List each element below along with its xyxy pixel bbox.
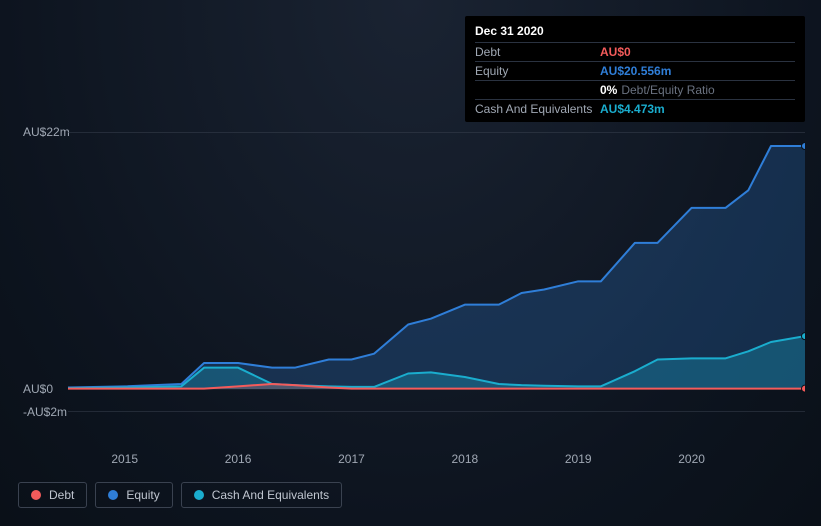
x-axis-label: 2016 <box>225 452 252 466</box>
tooltip-value: AU$0 <box>600 45 631 59</box>
y-axis-label: AU$22m <box>23 125 70 139</box>
tooltip-value: 0%Debt/Equity Ratio <box>600 83 715 97</box>
chart-legend: Debt Equity Cash And Equivalents <box>18 482 342 508</box>
legend-label: Cash And Equivalents <box>212 488 329 502</box>
x-axis-label: 2018 <box>451 452 478 466</box>
tooltip-label: Debt <box>475 45 600 59</box>
tooltip-row: 0%Debt/Equity Ratio <box>475 81 795 100</box>
tooltip-row: EquityAU$20.556m <box>475 62 795 81</box>
legend-swatch <box>194 490 204 500</box>
x-axis-labels: 2015 2016 2017 2018 2019 2020 <box>68 452 805 468</box>
tooltip-value: AU$20.556m <box>600 64 671 78</box>
tooltip-rows: DebtAU$0EquityAU$20.556m0%Debt/Equity Ra… <box>475 43 795 118</box>
legend-label: Equity <box>126 488 159 502</box>
tooltip-date: Dec 31 2020 <box>475 20 795 43</box>
chart-tooltip: Dec 31 2020 DebtAU$0EquityAU$20.556m0%De… <box>465 16 805 122</box>
legend-label: Debt <box>49 488 74 502</box>
x-axis-label: 2020 <box>678 452 705 466</box>
y-axis-label: AU$0 <box>23 382 53 396</box>
tooltip-row: DebtAU$0 <box>475 43 795 62</box>
tooltip-row: Cash And EquivalentsAU$4.473m <box>475 100 795 118</box>
legend-item[interactable]: Debt <box>18 482 87 508</box>
x-axis-label: 2019 <box>565 452 592 466</box>
legend-swatch <box>108 490 118 500</box>
tooltip-value: AU$4.473m <box>600 102 665 116</box>
y-axis-label: -AU$2m <box>23 405 67 419</box>
x-axis-label: 2017 <box>338 452 365 466</box>
debt-equity-chart: AU$22mAU$0-AU$2m 20152016201720182019202… <box>18 122 805 442</box>
tooltip-label: Equity <box>475 64 600 78</box>
chart-plot[interactable] <box>68 132 805 412</box>
x-axis-label: 2015 <box>111 452 138 466</box>
legend-swatch <box>31 490 41 500</box>
tooltip-label: Cash And Equivalents <box>475 102 600 116</box>
tooltip-label <box>475 83 600 97</box>
legend-item[interactable]: Equity <box>95 482 172 508</box>
legend-item[interactable]: Cash And Equivalents <box>181 482 342 508</box>
